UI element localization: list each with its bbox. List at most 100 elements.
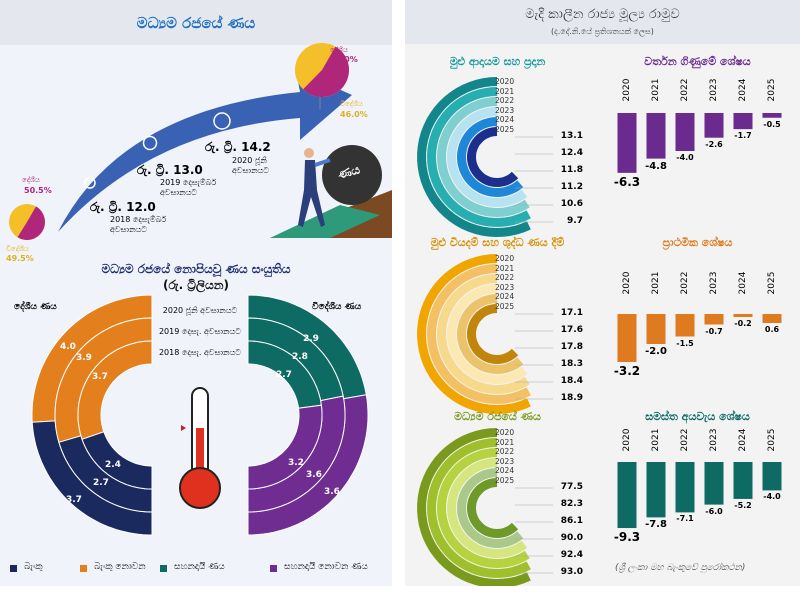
radial-value-label: 18.4 bbox=[560, 376, 583, 386]
ring-year-label: 2021 bbox=[495, 86, 515, 96]
bar-value-label: -4.8 bbox=[645, 160, 667, 172]
ring-year-label: 2022 bbox=[495, 447, 515, 456]
milestone-2018-amount: රු. ට්‍රි. 12.0 bbox=[90, 200, 156, 214]
segment-value-label: 3.9 bbox=[76, 353, 92, 363]
right-title: මැදි කාලීන රාජ්‍ය මූල්‍ය රාමුව bbox=[525, 7, 680, 22]
legend-swatch bbox=[160, 565, 167, 572]
bar-value-label: -6.0 bbox=[705, 506, 723, 516]
milestone-2020-amount: රු. ට්‍රි. 14.2 bbox=[205, 140, 271, 154]
ring-year-label: 2022 bbox=[495, 96, 515, 105]
composition-subtitle: (රු. ට්‍රිලියන) bbox=[163, 278, 229, 292]
ring-year-label: 2021 bbox=[495, 437, 515, 447]
bar-year-label: 2023 bbox=[709, 428, 719, 452]
radial-ring-2024 bbox=[457, 468, 524, 548]
milestone-2020-date: 2020 ජූනි අවසානයට bbox=[232, 156, 270, 175]
bar-2020 bbox=[617, 113, 637, 173]
bar-year-label: 2022 bbox=[680, 78, 690, 102]
bar-year-label: 2023 bbox=[709, 78, 719, 102]
radial-value-label: 11.8 bbox=[560, 165, 583, 175]
pie-2018-domestic-slice bbox=[17, 206, 46, 241]
pie-2018-foreign-label: විදේශීය bbox=[6, 245, 29, 253]
segment-value-label: 2.7 bbox=[93, 478, 109, 488]
pie-2018-domestic-label: දේශීය bbox=[22, 176, 40, 184]
legend-swatch bbox=[270, 565, 277, 572]
businessman-arm bbox=[314, 158, 331, 167]
radial-value-label: 11.2 bbox=[560, 182, 583, 192]
bar-2021 bbox=[646, 113, 666, 159]
bar-2022 bbox=[675, 462, 695, 513]
radial-value-label: 12.4 bbox=[560, 148, 583, 158]
bar-value-label: -2.6 bbox=[705, 139, 723, 149]
radial-value-label: 9.7 bbox=[567, 216, 583, 226]
bar-year-label: 2021 bbox=[651, 428, 661, 452]
ring-year-label: 2023 bbox=[495, 456, 515, 466]
right-header bbox=[405, 0, 800, 44]
bar-value-label: 0.6 bbox=[764, 325, 780, 334]
radial-chart-title: මුළු වියදම් සහ ශුද්ධ ණය දීම් bbox=[430, 236, 565, 249]
bar-year-label: 2025 bbox=[767, 78, 777, 102]
grass bbox=[270, 205, 380, 238]
radial-value-label: 17.6 bbox=[560, 325, 583, 335]
foreign-bottom-segment bbox=[247, 404, 323, 490]
radial-ring-2025 bbox=[467, 478, 519, 538]
bar-year-label: 2025 bbox=[767, 428, 777, 452]
milestone-2018-date: 2018 දෙසැම්බර් අවසානයට bbox=[110, 215, 167, 234]
bar-year-label: 2025 bbox=[767, 271, 777, 295]
right-subtitle: (ද.දේ.නි.යේ ප්‍රතිශතයක් ලෙස) bbox=[551, 27, 654, 36]
milestone-marker bbox=[84, 177, 96, 189]
bar-2020 bbox=[617, 462, 637, 529]
left-title: මධ්‍යම රජයේ ණය bbox=[136, 14, 256, 32]
legend-label: සහනදායී ණය bbox=[174, 562, 225, 572]
thermometer-pointer bbox=[181, 425, 186, 431]
bar-year-label: 2020 bbox=[622, 271, 632, 295]
pie-2020-domestic-slice bbox=[303, 46, 350, 98]
bar-chart-title: වර්තන ගිණුමේ ශේෂය bbox=[644, 55, 751, 68]
bar-value-label: -0.7 bbox=[705, 326, 723, 336]
milestone-2019-amount: රු. ට්‍රි. 13.0 bbox=[137, 163, 203, 177]
bar-2022 bbox=[675, 113, 695, 151]
debt-boulder-icon bbox=[322, 145, 382, 205]
bar-2023 bbox=[704, 462, 724, 505]
bar-2025 bbox=[762, 314, 782, 323]
bar-value-label: -5.2 bbox=[734, 500, 752, 510]
central-government-debt-panel: මධ්‍යම රජයේ ණය දේශීය 54.0% විදේශීය 46.0%… bbox=[0, 0, 392, 586]
legend-label: බැංකු නොවන bbox=[94, 562, 146, 572]
bar-year-label: 2021 bbox=[651, 271, 661, 295]
milestone-2019-date: 2019 දෙසැම්බර් අවසානයට bbox=[160, 178, 217, 197]
bar-year-label: 2024 bbox=[738, 428, 748, 452]
bar-value-label: -4.0 bbox=[676, 153, 694, 162]
left-header bbox=[0, 0, 392, 45]
bar-year-label: 2024 bbox=[738, 78, 748, 102]
ring-year-label: 2024 bbox=[495, 466, 515, 475]
bar-value-label: -1.7 bbox=[734, 131, 752, 141]
radial-ring-2023 bbox=[447, 458, 528, 558]
ring-year-label: 2025 bbox=[495, 124, 515, 134]
segment-value-label: 3.7 bbox=[66, 495, 82, 505]
segment-value-label: 3.6 bbox=[306, 470, 322, 480]
bar-year-label: 2022 bbox=[680, 271, 690, 295]
bar-value-label: -4.0 bbox=[763, 492, 781, 502]
legend-swatch bbox=[10, 565, 17, 572]
radial-value-label: 17.1 bbox=[560, 308, 583, 318]
milestone-marker bbox=[213, 112, 231, 130]
bar-year-label: 2021 bbox=[651, 78, 661, 102]
segment-value-label: 2.4 bbox=[105, 460, 121, 470]
bar-2023 bbox=[704, 113, 724, 138]
fiscal-charts bbox=[417, 77, 782, 586]
bar-value-label: -7.8 bbox=[645, 519, 667, 531]
bar-value-label: -2.0 bbox=[645, 346, 667, 357]
bar-2021 bbox=[646, 314, 666, 344]
radial-value-label: 90.0 bbox=[560, 533, 583, 543]
domestic-bottom-segment bbox=[81, 431, 153, 490]
radial-value-label: 18.3 bbox=[560, 359, 583, 369]
radial-ring-2023 bbox=[447, 107, 528, 207]
bar-value-label: -7.1 bbox=[676, 514, 694, 524]
thermometer-bulb bbox=[179, 467, 221, 509]
bar-year-label: 2024 bbox=[738, 271, 748, 295]
radial-value-label: 77.5 bbox=[560, 482, 583, 492]
radial-ring-2025 bbox=[467, 127, 519, 187]
bar-2020 bbox=[617, 314, 637, 362]
radial-value-label: 10.6 bbox=[560, 199, 583, 209]
businessman-head bbox=[304, 148, 314, 158]
legend-label: බැංකු bbox=[24, 562, 43, 572]
